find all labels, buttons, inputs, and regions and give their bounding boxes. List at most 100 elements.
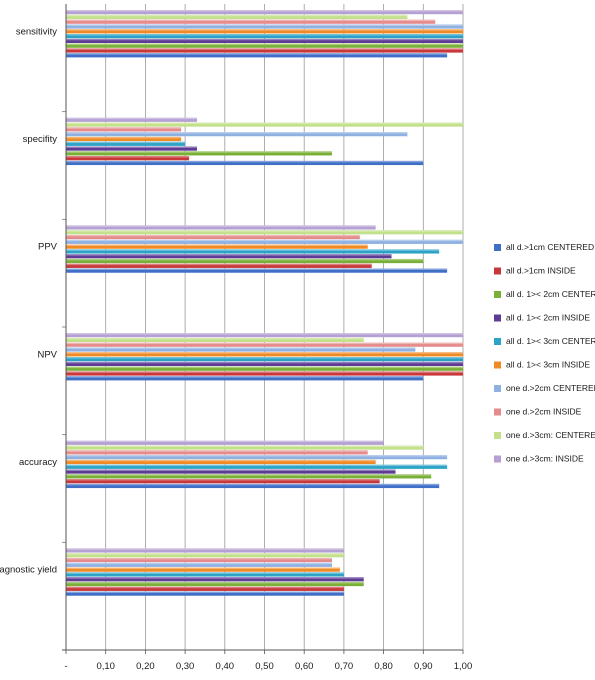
bar-highlight: [66, 440, 384, 443]
bar-npv-one-d-2cm-inside: [66, 342, 463, 347]
legend-label-one-d-2cm-centered: one d.>2cm CENTERED: [506, 383, 595, 393]
bar-highlight: [66, 474, 432, 476]
bar-highlight: [66, 156, 190, 158]
bar-highlight: [66, 29, 463, 31]
bar-ppv-all-d-1-3cm-inside: [66, 244, 368, 249]
legend-swatch-one-d-3cm-inside: [494, 455, 501, 463]
legend-swatch-all-d-1-2cm-inside: [494, 314, 501, 322]
bar-highlight: [66, 483, 440, 486]
bar-highlight: [66, 151, 332, 153]
x-tick-label: 0,70: [335, 661, 354, 672]
x-tick-label: 0,50: [255, 661, 274, 672]
bar-specifity-all-d-1-2cm-centered: [66, 151, 332, 156]
category-label-specifity: specifity: [23, 134, 58, 145]
bar-sensitivity-one-d-3cm-inside: [66, 10, 463, 15]
legend-swatch-one-d-2cm-inside: [494, 408, 501, 416]
bar-specifity-one-d-2cm-inside: [66, 127, 182, 132]
bar-highlight: [66, 357, 463, 359]
bar-accuracy-all-d-1cm-inside: [66, 479, 380, 484]
bar-highlight: [66, 132, 408, 134]
bar-sensitivity-one-d-2cm-centered: [66, 24, 463, 29]
bar-sensitivity-one-d-2cm-inside: [66, 19, 436, 24]
bar-highlight: [66, 548, 344, 550]
legend-swatch-all-d-1-3cm-centered: [494, 338, 501, 345]
bar-npv-all-d-1cm-centered: [66, 376, 424, 381]
bar-highlight: [66, 254, 392, 256]
bar-ppv-one-d-2cm-centered: [66, 239, 463, 244]
legend-swatch-all-d-1-2cm-centered: [494, 291, 501, 298]
bar-npv-one-d-3cm-inside: [66, 333, 463, 338]
bar-accuracy-all-d-1-3cm-centered: [66, 464, 448, 469]
bar-highlight: [66, 347, 416, 349]
bar-specifity-all-d-1-2cm-inside: [66, 146, 198, 151]
bar-highlight: [66, 567, 340, 570]
bar-sensitivity-all-d-1-3cm-centered: [66, 34, 463, 39]
x-tick-label: 0,20: [136, 661, 155, 672]
bar-accuracy-all-d-1-2cm-inside: [66, 469, 396, 474]
category-label-diagnostic-yield: diagnostic yield: [0, 565, 57, 576]
bar-highlight: [66, 19, 436, 22]
legend-label-all-d-1-2cm-centered: all d. 1>< 2cm CENTERED: [506, 289, 595, 299]
bar-diagnostic-yield-all-d-1-3cm-inside: [66, 567, 340, 572]
legend-swatch-all-d-1cm-centered: [494, 244, 501, 251]
bar-diagnostic-yield-one-d-2cm-inside: [66, 557, 332, 563]
bar-highlight: [66, 127, 182, 129]
bar-highlight: [66, 445, 424, 447]
category-label-sensitivity: sensitivity: [16, 26, 57, 37]
bar-highlight: [66, 160, 424, 163]
bar-specifity-all-d-1cm-inside: [66, 156, 190, 161]
bar-highlight: [66, 263, 372, 266]
bar-accuracy-all-d-1cm-centered: [66, 483, 440, 489]
bar-highlight: [66, 586, 344, 589]
bar-accuracy-all-d-1-3cm-inside: [66, 459, 376, 465]
bar-highlight: [66, 577, 364, 579]
bar-highlight: [66, 258, 424, 261]
bar-highlight: [66, 14, 408, 17]
bar-npv-all-d-1cm-inside: [66, 371, 463, 376]
x-tick-label: 0,30: [176, 661, 195, 672]
bar-sensitivity-all-d-1cm-inside: [66, 48, 463, 53]
bar-npv-one-d-2cm-centered: [66, 347, 416, 352]
bar-highlight: [66, 117, 198, 120]
category-label-npv: NPV: [37, 349, 57, 360]
bar-highlight: [66, 562, 332, 565]
bar-highlight: [66, 48, 463, 50]
bar-highlight: [66, 146, 198, 148]
bar-highlight: [66, 459, 376, 462]
bar-highlight: [66, 53, 448, 55]
legend-label-one-d-3cm-inside: one d.>3cm: INSIDE: [506, 454, 584, 464]
bar-sensitivity-one-d-3cm-centered: [66, 14, 408, 19]
category-labels: sensitivity specifity PPV NPV accuracy diagno…: [0, 26, 58, 575]
bar-highlight: [66, 10, 463, 12]
bar-accuracy-one-d-3cm-inside: [66, 440, 384, 445]
bar-highlight: [66, 366, 463, 369]
bar-highlight: [66, 342, 463, 345]
grid-lines: [105, 4, 464, 650]
legend-label-one-d-2cm-inside: one d.>2cm INSIDE: [506, 407, 582, 417]
x-tick-label: 0,60: [295, 661, 314, 672]
bar-npv-one-d-3cm-centered: [66, 337, 364, 342]
legend-swatch-all-d-1cm-inside: [494, 267, 501, 275]
bar-highlight: [66, 141, 186, 144]
bar-diagnostic-yield-all-d-1cm-inside: [66, 586, 344, 591]
bar-highlight: [66, 225, 376, 227]
bar-diagnostic-yield-all-d-1-3cm-centered: [66, 572, 344, 577]
bar-highlight: [66, 122, 463, 124]
bar-highlight: [66, 249, 440, 251]
bar-specifity-one-d-2cm-centered: [66, 132, 408, 137]
bar-highlight: [66, 34, 463, 36]
bar-highlight: [66, 464, 448, 467]
bar-ppv-all-d-1-2cm-centered: [66, 258, 424, 264]
legend-label-all-d-1-2cm-inside: all d. 1>< 2cm INSIDE: [506, 313, 590, 323]
category-label-ppv: PPV: [38, 242, 58, 253]
x-tick-label: 0,10: [96, 661, 115, 672]
bar-npv-all-d-1-3cm-inside: [66, 352, 463, 357]
legend-label-one-d-3cm-centered: one d.>3cm: CENTERED: [506, 430, 595, 440]
bar-npv-all-d-1-2cm-centered: [66, 366, 463, 371]
bar-accuracy-one-d-2cm-inside: [66, 450, 368, 455]
bar-highlight: [66, 553, 344, 555]
bar-ppv-all-d-1cm-centered: [66, 268, 448, 273]
bar-highlight: [66, 572, 344, 574]
bar-sensitivity-all-d-1-2cm-centered: [66, 43, 463, 48]
bar-diagnostic-yield-one-d-3cm-centered: [66, 553, 344, 558]
